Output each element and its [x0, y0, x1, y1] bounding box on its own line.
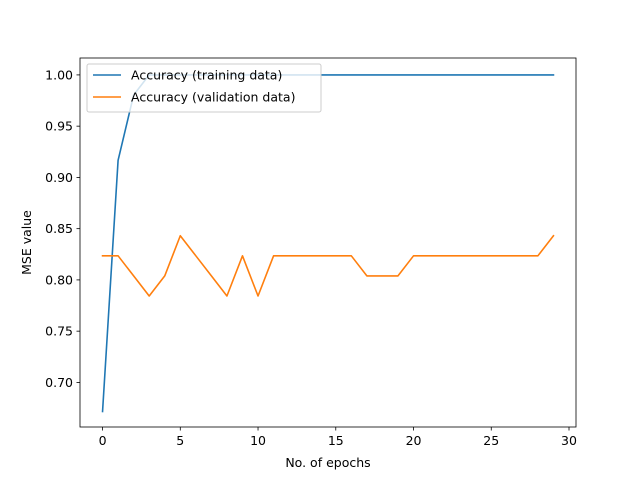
y-axis-ticks: 0.70 0.75 0.80 0.85 0.90 0.95 1.00 [45, 67, 80, 390]
series-line-validation [101, 234, 555, 297]
y-tick-label: 0.90 [45, 170, 73, 185]
x-axis-ticks: 0 5 10 15 20 25 30 [99, 427, 577, 448]
legend-label-training: Accuracy (training data) [131, 68, 282, 83]
x-tick-label: 0 [99, 433, 107, 448]
y-tick-label: 1.00 [45, 67, 73, 82]
y-tick-label: 0.85 [45, 221, 73, 236]
y-tick-label: 0.75 [45, 324, 73, 339]
x-tick-label: 10 [250, 433, 266, 448]
x-tick-label: 30 [561, 433, 577, 448]
x-axis-label: No. of epochs [285, 455, 370, 470]
legend-label-validation: Accuracy (validation data) [131, 90, 295, 105]
x-tick-label: 15 [328, 433, 344, 448]
y-axis-label: MSE value [19, 210, 34, 275]
legend-box [86, 63, 322, 113]
plot-area-frame [79, 57, 577, 428]
y-tick-label: 0.70 [45, 375, 73, 390]
y-tick-label: 0.80 [45, 272, 73, 287]
legend: Accuracy (training data) Accuracy (valid… [86, 63, 322, 113]
x-tick-label: 25 [483, 433, 499, 448]
x-tick-label: 20 [406, 433, 422, 448]
x-tick-label: 5 [176, 433, 184, 448]
y-tick-label: 0.95 [45, 119, 73, 134]
